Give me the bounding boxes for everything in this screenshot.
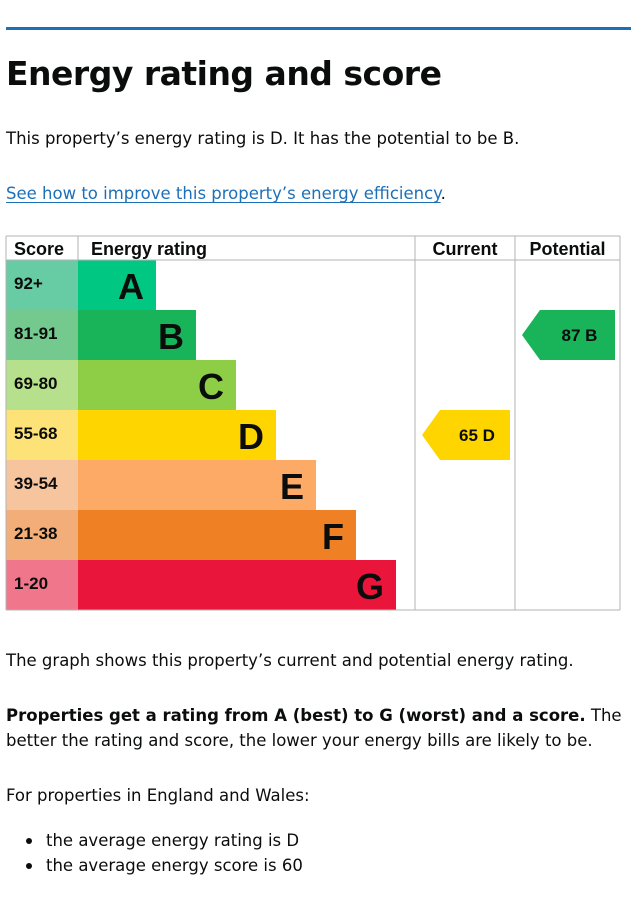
rating-letter: F (322, 516, 344, 557)
header-energy-rating: Energy rating (91, 239, 207, 259)
score-cell (6, 510, 78, 560)
score-range-label: 92+ (14, 274, 43, 293)
current-rating-arrow (422, 410, 510, 460)
rating-letter: C (198, 366, 224, 407)
rating-bar (78, 360, 236, 410)
rating-explanation-bold: Properties get a rating from A (best) to… (6, 706, 586, 725)
average-list: the average energy rating is D the avera… (6, 828, 303, 878)
potential-rating-arrow (522, 310, 615, 360)
improve-paragraph: See how to improve this property’s energ… (6, 181, 446, 206)
page-title: Energy rating and score (6, 54, 442, 93)
rating-letter: A (118, 266, 144, 307)
rating-bar (78, 410, 276, 460)
score-cell (6, 360, 78, 410)
score-range-label: 1-20 (14, 574, 48, 593)
score-range-label: 39-54 (14, 474, 58, 493)
improve-suffix: . (440, 184, 446, 203)
header-score: Score (14, 239, 64, 259)
graph-description: The graph shows this property’s current … (6, 651, 574, 670)
header-potential: Potential (529, 239, 605, 259)
rating-letter: E (280, 466, 304, 507)
rating-letter: D (238, 416, 264, 457)
top-rule (6, 27, 631, 30)
score-range-label: 21-38 (14, 524, 57, 543)
list-item: the average energy score is 60 (6, 853, 303, 878)
rating-bar (78, 310, 196, 360)
rating-letter: G (356, 566, 384, 607)
score-cell (6, 460, 78, 510)
score-cell (6, 310, 78, 360)
rating-bar (78, 560, 396, 610)
potential-rating-label: 87 B (562, 326, 598, 345)
rating-bar (78, 460, 316, 510)
score-cell (6, 560, 78, 610)
improve-efficiency-link[interactable]: See how to improve this property’s energ… (6, 184, 441, 203)
rating-bar (78, 260, 156, 310)
score-range-label: 69-80 (14, 374, 57, 393)
rating-letter: B (158, 316, 184, 357)
rating-bar (78, 510, 356, 560)
score-cell (6, 260, 78, 310)
current-rating-label: 65 D (459, 426, 495, 445)
intro-text: This property’s energy rating is D. It h… (6, 129, 520, 148)
score-range-label: 55-68 (14, 424, 57, 443)
region-text: For properties in England and Wales: (6, 786, 310, 805)
rating-explanation-rest: The better the rating and score, the low… (6, 706, 622, 750)
score-range-label: 81-91 (14, 324, 57, 343)
score-cell (6, 410, 78, 460)
rating-explanation: Properties get a rating from A (best) to… (6, 703, 626, 753)
header-current: Current (432, 239, 497, 259)
list-item: the average energy rating is D (6, 828, 303, 853)
